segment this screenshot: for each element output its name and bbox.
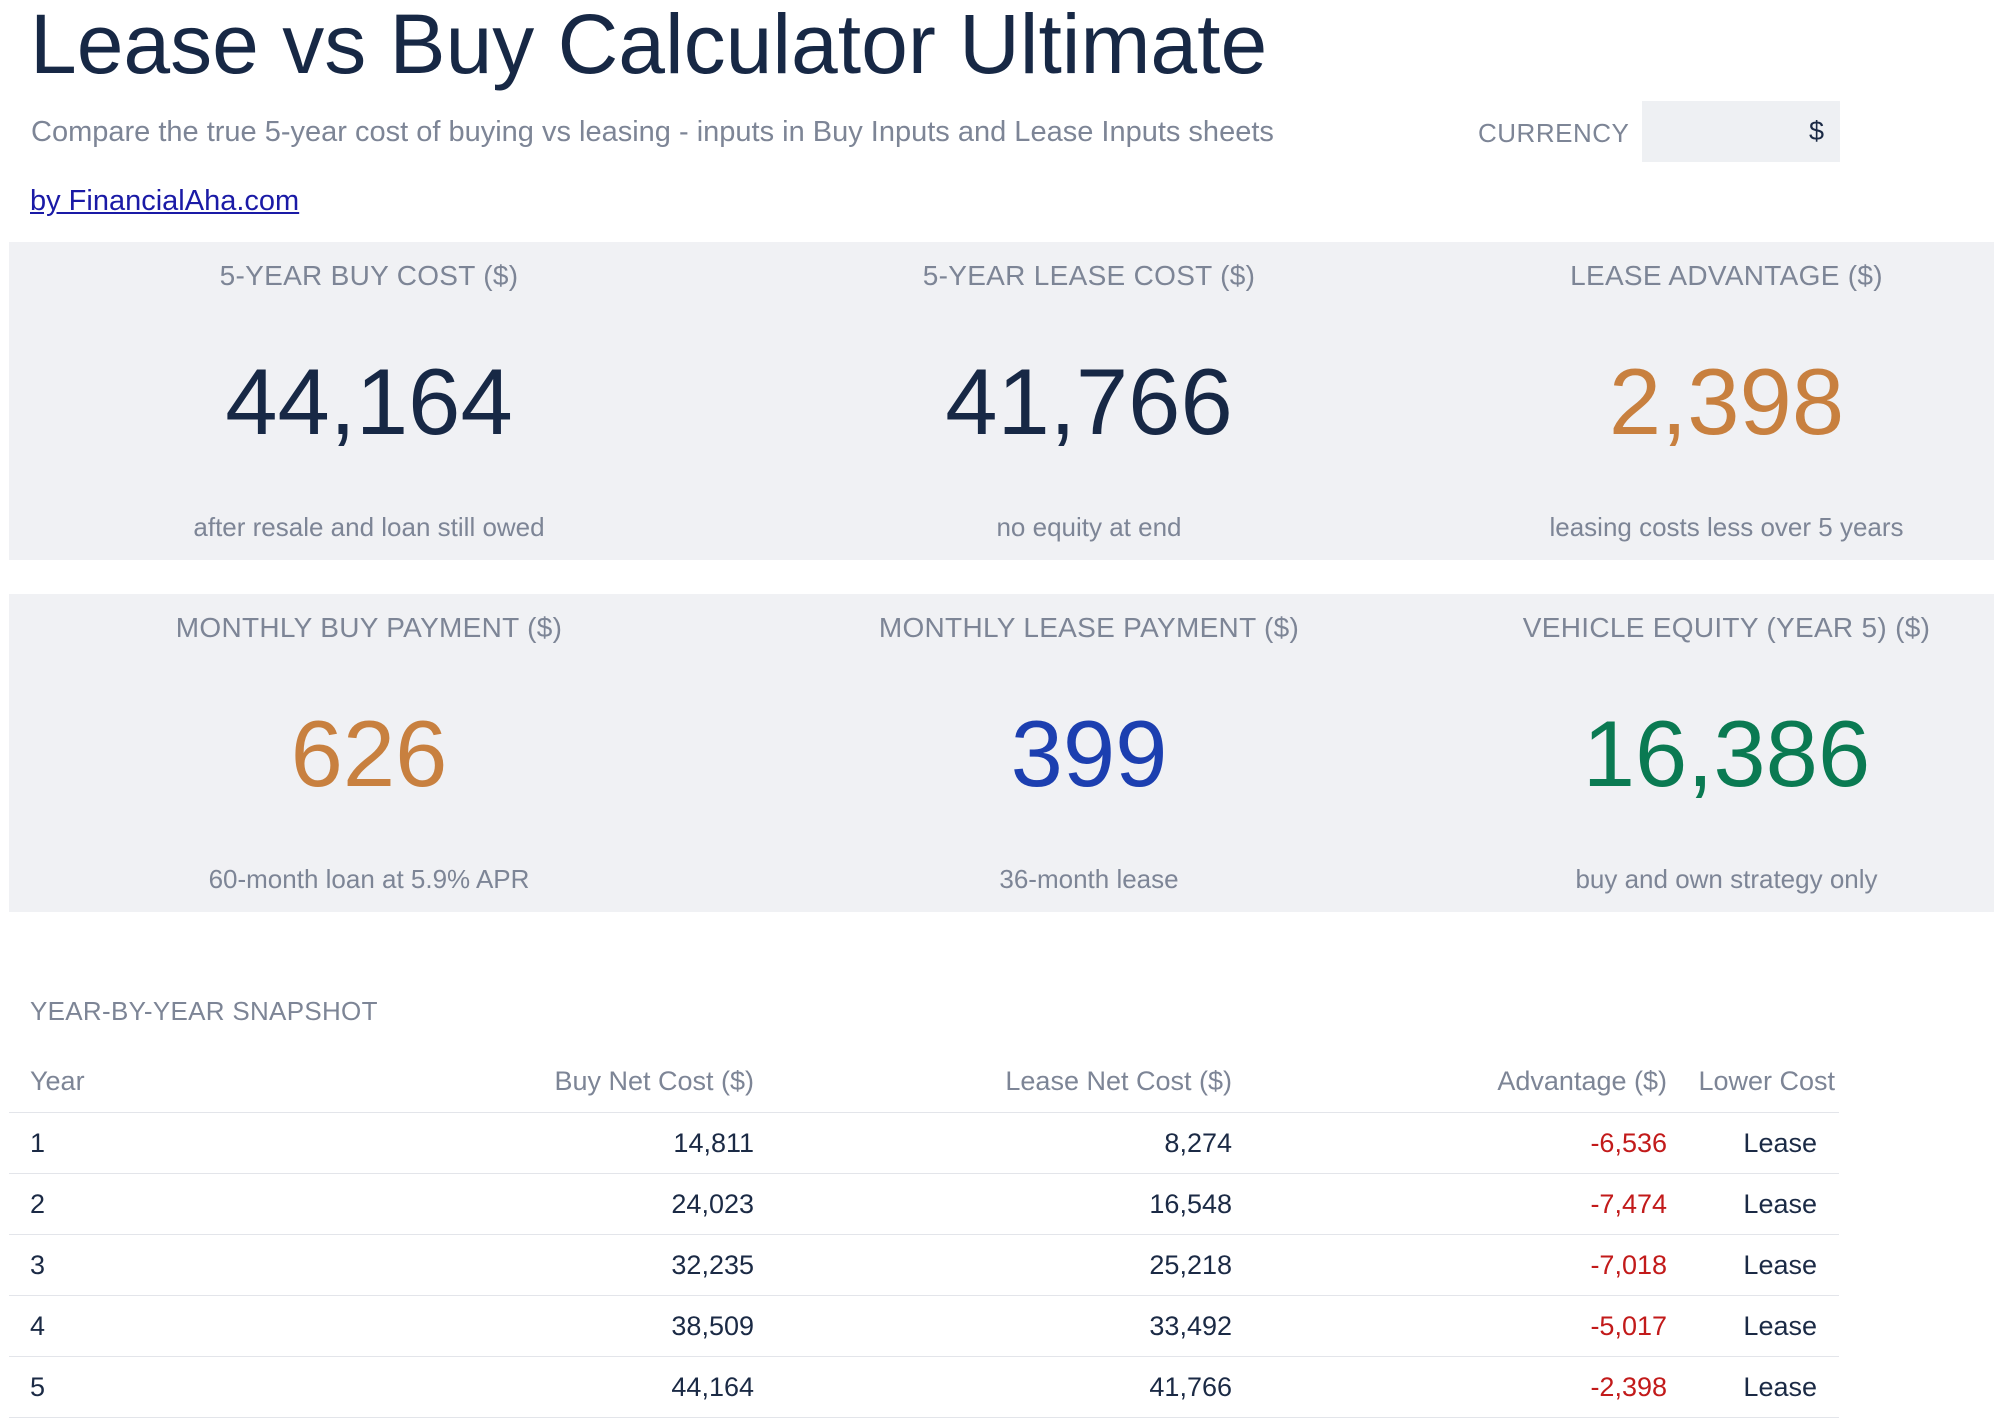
cell-year: 5 xyxy=(9,1356,330,1418)
cell-lease-net-cost: 16,548 xyxy=(754,1173,1232,1235)
kpi-note: leasing costs less over 5 years xyxy=(1549,512,1904,542)
cell-year: 2 xyxy=(9,1173,330,1235)
kpi-card-monthly-lease: MONTHLY LEASE PAYMENT ($) 399 36-month l… xyxy=(729,594,1449,912)
cell-year: 1 xyxy=(9,1112,330,1174)
cell-buy-net-cost: 44,164 xyxy=(330,1356,754,1418)
cell-lease-net-cost: 25,218 xyxy=(754,1234,1232,1296)
kpi-note: 36-month lease xyxy=(999,864,1179,894)
cell-buy-net-cost: 38,509 xyxy=(330,1295,754,1357)
cell-buy-net-cost: 14,811 xyxy=(330,1112,754,1174)
cell-lease-net-cost: 33,492 xyxy=(754,1295,1232,1357)
page-subtitle: Compare the true 5-year cost of buying v… xyxy=(31,116,1274,148)
cell-lower-cost: Lease xyxy=(1667,1173,1839,1235)
cell-advantage: -5,017 xyxy=(1232,1295,1667,1357)
kpi-card-lease-advantage: LEASE ADVANTAGE ($) 2,398 leasing costs … xyxy=(1409,242,2000,560)
cell-buy-net-cost: 32,235 xyxy=(330,1234,754,1296)
page-title: Lease vs Buy Calculator Ultimate xyxy=(30,0,1268,91)
column-header-lease-net-cost: Lease Net Cost ($) xyxy=(754,1050,1232,1113)
cell-lease-net-cost: 41,766 xyxy=(754,1356,1232,1418)
kpi-note: after resale and loan still owed xyxy=(193,512,545,542)
kpi-value: 16,386 xyxy=(1582,701,1871,806)
snapshot-table: Year Buy Net Cost ($) Lease Net Cost ($)… xyxy=(9,1050,1839,1418)
table-row: 4 38,509 33,492 -5,017 Lease xyxy=(9,1295,1839,1357)
kpi-label: 5-YEAR BUY COST ($) xyxy=(219,260,519,291)
table-row: 5 44,164 41,766 -2,398 Lease xyxy=(9,1356,1839,1418)
kpi-card-monthly-buy: MONTHLY BUY PAYMENT ($) 626 60-month loa… xyxy=(9,594,729,912)
kpi-value: 626 xyxy=(290,701,448,806)
kpi-label: 5-YEAR LEASE COST ($) xyxy=(922,260,1256,291)
table-header-row: Year Buy Net Cost ($) Lease Net Cost ($)… xyxy=(9,1050,1839,1113)
cell-buy-net-cost: 24,023 xyxy=(330,1173,754,1235)
kpi-label: LEASE ADVANTAGE ($) xyxy=(1570,260,1883,291)
kpi-value: 2,398 xyxy=(1608,349,1845,454)
table-row: 1 14,811 8,274 -6,536 Lease xyxy=(9,1112,1839,1174)
column-header-advantage: Advantage ($) xyxy=(1232,1050,1667,1113)
kpi-label: MONTHLY LEASE PAYMENT ($) xyxy=(878,612,1300,643)
kpi-card-buy-cost: 5-YEAR BUY COST ($) 44,164 after resale … xyxy=(9,242,729,560)
kpi-card-vehicle-equity: VEHICLE EQUITY (YEAR 5) ($) 16,386 buy a… xyxy=(1409,594,2000,912)
kpi-label: VEHICLE EQUITY (YEAR 5) ($) xyxy=(1522,612,1931,643)
cell-lower-cost: Lease xyxy=(1667,1112,1839,1174)
kpi-label: MONTHLY BUY PAYMENT ($) xyxy=(175,612,563,643)
kpi-card-lease-cost: 5-YEAR LEASE COST ($) 41,766 no equity a… xyxy=(729,242,1449,560)
currency-label: CURRENCY xyxy=(1478,118,1630,148)
cell-advantage: -7,474 xyxy=(1232,1173,1667,1235)
kpi-value: 41,766 xyxy=(945,349,1233,454)
table-row: 3 32,235 25,218 -7,018 Lease xyxy=(9,1234,1839,1296)
credit-link[interactable]: by FinancialAha.com xyxy=(30,185,300,217)
kpi-note: 60-month loan at 5.9% APR xyxy=(208,864,530,894)
kpi-value: 399 xyxy=(1010,701,1168,806)
cell-lease-net-cost: 8,274 xyxy=(754,1112,1232,1174)
kpi-value: 44,164 xyxy=(225,349,513,454)
kpi-panel-totals: 5-YEAR BUY COST ($) 44,164 after resale … xyxy=(9,242,1994,560)
cell-advantage: -6,536 xyxy=(1232,1112,1667,1174)
kpi-note: buy and own strategy only xyxy=(1575,864,1878,894)
cell-year: 3 xyxy=(9,1234,330,1296)
cell-lower-cost: Lease xyxy=(1667,1356,1839,1418)
cell-year: 4 xyxy=(9,1295,330,1357)
cell-lower-cost: Lease xyxy=(1667,1295,1839,1357)
table-row: 2 24,023 16,548 -7,474 Lease xyxy=(9,1173,1839,1235)
snapshot-heading: YEAR-BY-YEAR SNAPSHOT xyxy=(30,996,378,1026)
cell-lower-cost: Lease xyxy=(1667,1234,1839,1296)
column-header-buy-net-cost: Buy Net Cost ($) xyxy=(330,1050,754,1113)
column-header-lower-cost: Lower Cost xyxy=(1667,1050,1839,1113)
cell-advantage: -2,398 xyxy=(1232,1356,1667,1418)
kpi-panel-payments: MONTHLY BUY PAYMENT ($) 626 60-month loa… xyxy=(9,594,1994,912)
column-header-year: Year xyxy=(9,1050,330,1113)
cell-advantage: -7,018 xyxy=(1232,1234,1667,1296)
currency-input-cell[interactable]: $ xyxy=(1642,101,1840,162)
kpi-note: no equity at end xyxy=(996,512,1182,542)
